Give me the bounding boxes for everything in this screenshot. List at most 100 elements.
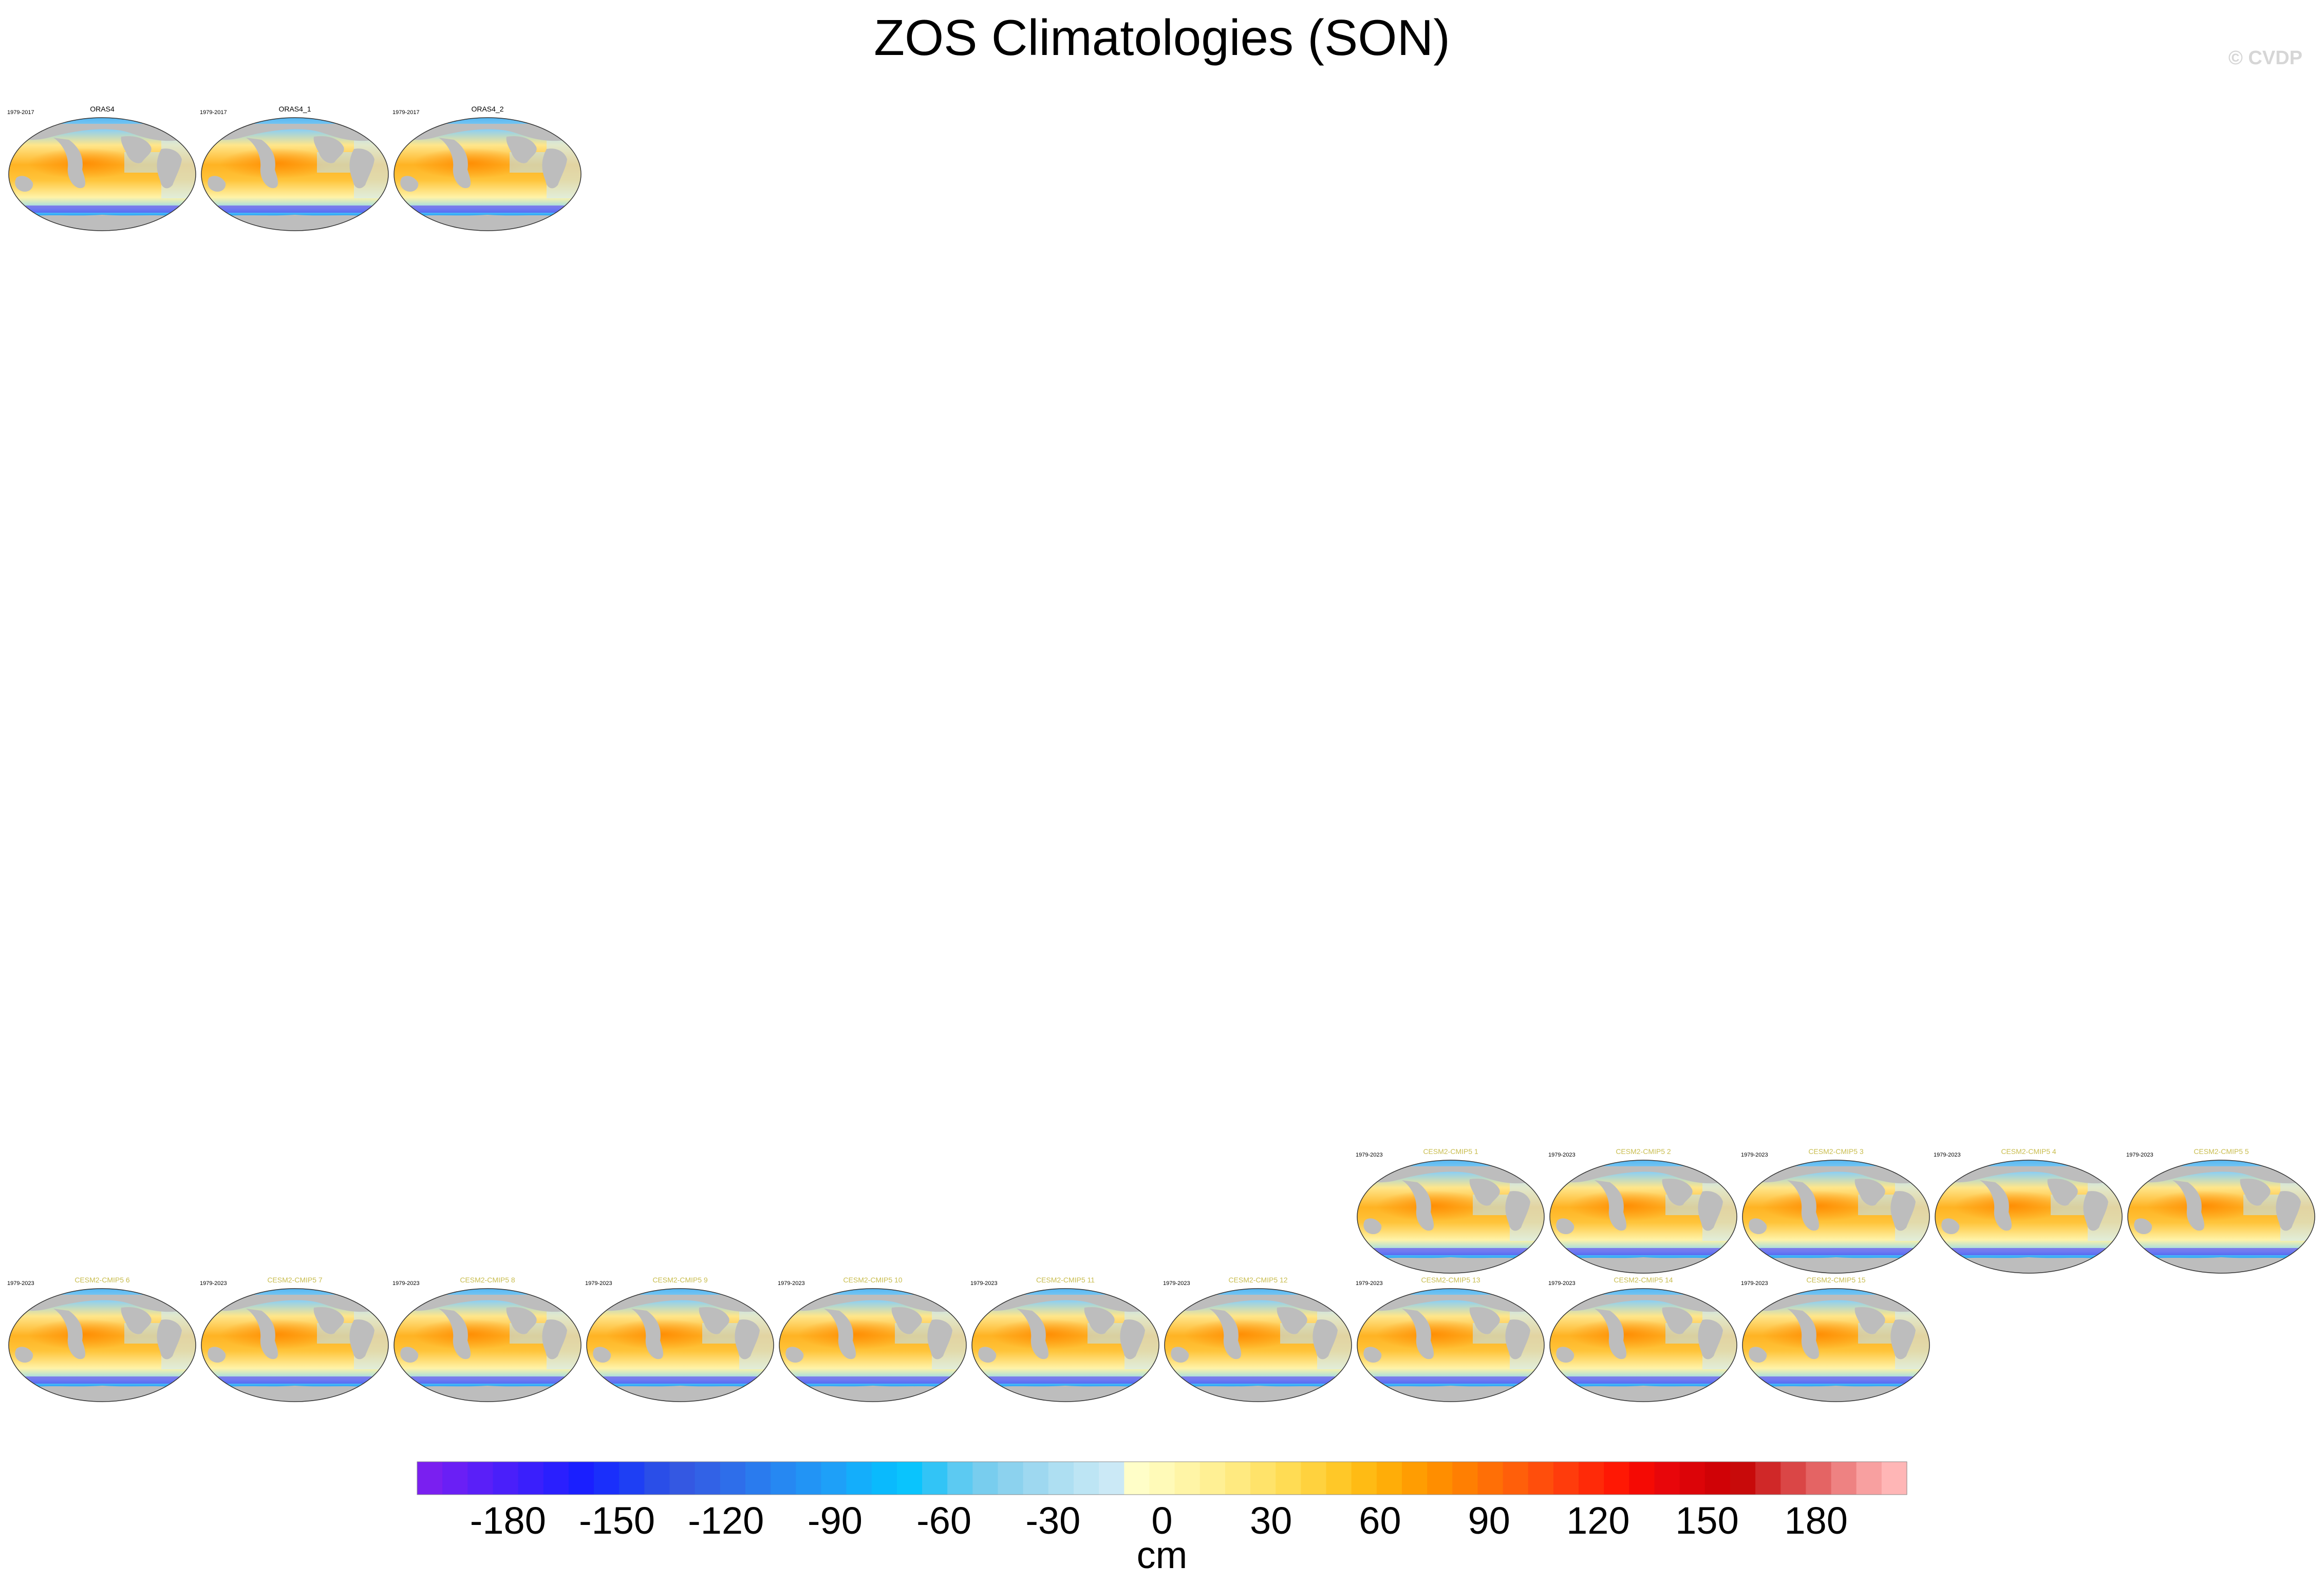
world-map <box>1357 1288 1545 1402</box>
colorbar-box <box>1250 1462 1276 1495</box>
colorbar-box <box>1730 1462 1756 1495</box>
colorbar-box <box>1781 1462 1806 1495</box>
colorbar-box <box>1856 1462 1882 1495</box>
panel-title: CESM2-CMIP5 4 <box>2001 1147 2056 1156</box>
map-panel: 1979-2023 CESM2-CMIP5 9 <box>585 1268 775 1402</box>
colorbar-box <box>846 1462 872 1495</box>
colorbar-box <box>871 1462 897 1495</box>
colorbar-box <box>568 1462 594 1495</box>
map-panel: 1979-2017 ORAS4 <box>7 97 197 231</box>
colorbar-box <box>619 1462 645 1495</box>
world-map <box>8 117 196 231</box>
map-panel: 1979-2023 CESM2-CMIP5 3 <box>1741 1139 1931 1274</box>
panel-title: CESM2-CMIP5 9 <box>652 1276 708 1284</box>
colorbar-tick-label: -90 <box>808 1499 863 1542</box>
colorbar-box <box>1553 1462 1579 1495</box>
panel-period: 1979-2023 <box>392 1280 420 1287</box>
colorbar-box <box>1579 1462 1604 1495</box>
colorbar-tick-label: 150 <box>1675 1499 1738 1542</box>
colorbar-box <box>669 1462 696 1495</box>
colorbar-box <box>1831 1462 1857 1495</box>
colorbar-box <box>1326 1462 1352 1495</box>
panel-period: 1979-2023 <box>970 1280 998 1287</box>
panel-title: ORAS4_1 <box>278 105 311 113</box>
colorbar-box <box>1225 1462 1251 1495</box>
colorbar-box <box>1806 1462 1832 1495</box>
colorbar-box <box>922 1462 948 1495</box>
world-map <box>971 1288 1159 1402</box>
panel-period: 1979-2023 <box>1741 1152 1768 1158</box>
map-panel: 1979-2023 CESM2-CMIP5 13 <box>1356 1268 1546 1402</box>
colorbar-box <box>1301 1462 1327 1495</box>
panel-title: CESM2-CMIP5 11 <box>1036 1276 1095 1284</box>
colorbar-tick-label: -150 <box>579 1499 655 1542</box>
colorbar-ticks: -180 -150 -120 -90 -60 -30 0 30 60 90 120 150 180 <box>470 1499 1848 1542</box>
map-panel: 1979-2017 ORAS4_1 <box>200 97 390 231</box>
map-panel: 1979-2023 CESM2-CMIP5 15 <box>1741 1268 1931 1402</box>
panel-period: 1979-2017 <box>200 109 227 116</box>
panel-title: ORAS4 <box>90 105 115 113</box>
world-map <box>1357 1160 1545 1274</box>
map-panel: 1979-2023 CESM2-CMIP5 11 <box>970 1268 1160 1402</box>
panel-period: 1979-2017 <box>392 109 420 116</box>
colorbar-box <box>1073 1462 1099 1495</box>
colorbar-box <box>998 1462 1024 1495</box>
map-panel: 1979-2023 CESM2-CMIP5 12 <box>1163 1268 1353 1402</box>
page-title: ZOS Climatologies (SON) <box>874 9 1450 66</box>
panel-period: 1979-2023 <box>7 1280 34 1287</box>
colorbar-box <box>745 1462 771 1495</box>
colorbar-box <box>1351 1462 1377 1495</box>
panel-period: 1979-2023 <box>1163 1280 1190 1287</box>
map-panel: 1979-2023 CESM2-CMIP5 6 <box>7 1268 197 1402</box>
world-map <box>779 1288 967 1402</box>
panel-period: 1979-2023 <box>200 1280 227 1287</box>
world-map <box>1549 1160 1737 1274</box>
world-map <box>1935 1160 2123 1274</box>
world-map <box>8 1288 196 1402</box>
panel-title: CESM2-CMIP5 6 <box>74 1276 130 1284</box>
colorbar-box <box>1528 1462 1554 1495</box>
map-panel: 1979-2023 CESM2-CMIP5 4 <box>1934 1139 2124 1274</box>
world-map <box>1164 1288 1352 1402</box>
map-panel: 1979-2023 CESM2-CMIP5 10 <box>778 1268 968 1402</box>
panel-title: CESM2-CMIP5 3 <box>1808 1147 1864 1156</box>
world-map <box>201 117 389 231</box>
colorbar-tick-label: 30 <box>1250 1499 1292 1542</box>
colorbar-box <box>1023 1462 1049 1495</box>
world-map <box>393 1288 582 1402</box>
colorbar-box <box>1099 1462 1124 1495</box>
map-panel: 1979-2023 CESM2-CMIP5 2 <box>1548 1139 1738 1274</box>
map-panel: 1979-2023 CESM2-CMIP5 8 <box>392 1268 583 1402</box>
world-map <box>201 1288 389 1402</box>
map-panel: 1979-2023 CESM2-CMIP5 7 <box>200 1268 390 1402</box>
panel-title: CESM2-CMIP5 10 <box>843 1276 903 1284</box>
panel-period: 1979-2023 <box>1548 1280 1576 1287</box>
panel-period: 1979-2023 <box>1548 1152 1576 1158</box>
panel-title: CESM2-CMIP5 15 <box>1806 1276 1866 1284</box>
colorbar-tick-label: 120 <box>1566 1499 1629 1542</box>
colorbar-box <box>543 1462 569 1495</box>
panel-period: 1979-2023 <box>2126 1152 2153 1158</box>
colorbar-tick-label: 90 <box>1468 1499 1510 1542</box>
panel-period: 1979-2023 <box>1356 1280 1383 1287</box>
colorbar-box <box>1654 1462 1680 1495</box>
map-panel: 1979-2023 CESM2-CMIP5 1 <box>1356 1139 1546 1274</box>
colorbar-box <box>695 1462 721 1495</box>
colorbar-tick-label: 60 <box>1359 1499 1401 1542</box>
colorbar-box <box>1755 1462 1781 1495</box>
panel-period: 1979-2023 <box>1356 1152 1383 1158</box>
panel-title: CESM2-CMIP5 8 <box>460 1276 515 1284</box>
colorbar-box <box>467 1462 494 1495</box>
colorbar-box <box>1604 1462 1629 1495</box>
colorbar-box <box>1149 1462 1175 1495</box>
colorbar-tick-label: -30 <box>1025 1499 1080 1542</box>
colorbar-box <box>417 1462 443 1495</box>
colorbar-box <box>1629 1462 1655 1495</box>
panel-title: CESM2-CMIP5 2 <box>1616 1147 1671 1156</box>
panel-title: CESM2-CMIP5 5 <box>2194 1147 2249 1156</box>
colorbar-box <box>1704 1462 1731 1495</box>
colorbar-boxes <box>417 1461 1907 1495</box>
colorbar-box <box>771 1462 796 1495</box>
colorbar-box <box>442 1462 468 1495</box>
colorbar-box <box>1376 1462 1402 1495</box>
